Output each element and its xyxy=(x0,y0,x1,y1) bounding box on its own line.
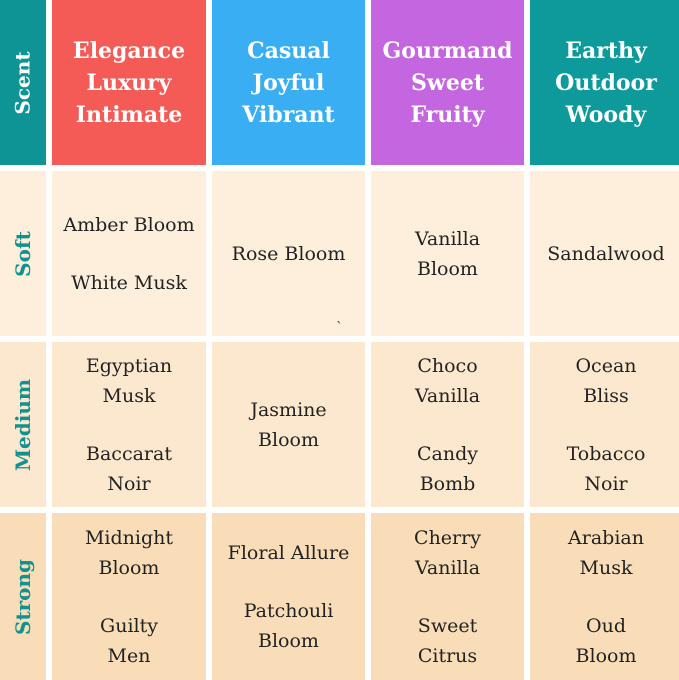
table-cell: Cherry Vanilla Sweet Citrus xyxy=(371,513,524,680)
product-line: Citrus xyxy=(417,644,478,667)
product-name: Arabian Musk xyxy=(568,523,644,583)
product-line: Candy xyxy=(417,442,478,465)
row-label-strong: Strong xyxy=(0,513,46,680)
product-line: Baccarat xyxy=(86,442,172,465)
product-name: Tobacco Noir xyxy=(567,439,646,499)
row-label-text: Strong xyxy=(11,558,35,635)
product-name: Oud Bloom xyxy=(576,611,637,671)
table-cell: Arabian Musk Oud Bloom xyxy=(530,513,679,680)
product-line: Musk xyxy=(579,556,633,579)
table-cell: Choco Vanilla Candy Bomb xyxy=(371,342,524,507)
header-line: Fruity xyxy=(410,101,485,128)
product-name: Vanilla Bloom xyxy=(415,224,480,284)
column-header: Gourmand Sweet Fruity xyxy=(371,0,524,165)
table-cell: Midnight Bloom Guilty Men xyxy=(52,513,206,680)
product-name: Candy Bomb xyxy=(417,439,478,499)
table-cell: Floral Allure Patchouli Bloom xyxy=(212,513,365,680)
product-name: Guilty Men xyxy=(100,611,158,671)
product-name: Jasmine Bloom xyxy=(250,395,326,455)
product-line: Arabian xyxy=(568,526,644,549)
product-line: Vanilla xyxy=(414,227,481,250)
product-line: White Musk xyxy=(71,271,187,294)
product-line: Rose Bloom xyxy=(231,242,346,265)
column-header: Elegance Luxury Intimate xyxy=(52,0,206,165)
product-line: Musk xyxy=(102,384,156,407)
product-line: Egyptian xyxy=(85,354,173,377)
table-cell: Sandalwood xyxy=(530,171,679,336)
product-line: Sandalwood xyxy=(547,242,665,265)
product-name: Sweet Citrus xyxy=(418,611,477,671)
header-line: Woody xyxy=(565,101,647,128)
product-line: Bliss xyxy=(583,384,629,407)
product-name: White Musk xyxy=(71,268,187,298)
table-cell: Jasmine Bloom xyxy=(212,342,365,507)
product-line: Vanilla xyxy=(414,556,481,579)
table-cell: Amber Bloom White Musk xyxy=(52,171,206,336)
row-label-soft: Soft xyxy=(0,171,46,336)
product-line: Bloom xyxy=(575,644,637,667)
product-name: Cherry Vanilla xyxy=(414,523,481,583)
product-name: Ocean Bliss xyxy=(575,351,636,411)
product-line: Noir xyxy=(107,472,151,495)
product-name: Rose Bloom xyxy=(232,239,346,269)
table-cell: Ocean Bliss Tobacco Noir xyxy=(530,342,679,507)
product-line: Bloom xyxy=(98,556,160,579)
product-name: Amber Bloom xyxy=(63,210,194,240)
product-line: Jasmine xyxy=(250,398,327,421)
header-line: Luxury xyxy=(86,69,172,96)
product-line: Bomb xyxy=(419,472,476,495)
header-line: Earthy xyxy=(565,37,647,64)
product-name: Egyptian Musk xyxy=(86,351,172,411)
column-header: Earthy Outdoor Woody xyxy=(530,0,679,165)
header-line: Joyful xyxy=(252,69,325,96)
stray-mark: ` xyxy=(336,320,343,336)
header-line: Gourmand xyxy=(382,37,513,64)
product-name: Baccarat Noir xyxy=(86,439,172,499)
corner-header: Scent xyxy=(0,0,46,165)
product-line: Vanilla xyxy=(414,384,481,407)
row-label-text: Soft xyxy=(11,230,35,277)
product-name: Midnight Bloom xyxy=(85,523,173,583)
row-label-medium: Medium xyxy=(0,342,46,507)
table-cell: Egyptian Musk Baccarat Noir xyxy=(52,342,206,507)
product-name: Patchouli Bloom xyxy=(244,596,334,656)
product-line: Tobacco xyxy=(566,442,646,465)
header-line: Sweet xyxy=(411,69,484,96)
product-line: Floral Allure xyxy=(227,541,350,564)
product-line: Ocean xyxy=(575,354,637,377)
column-header: Casual Joyful Vibrant xyxy=(212,0,365,165)
product-line: Bloom xyxy=(258,629,319,652)
table-cell: Rose Bloom ` xyxy=(212,171,365,336)
product-line: Bloom xyxy=(258,428,319,451)
header-line: Intimate xyxy=(75,101,183,128)
product-line: Cherry xyxy=(414,526,481,549)
row-label-text: Medium xyxy=(11,378,35,471)
header-line: Outdoor xyxy=(555,69,657,96)
product-line: Men xyxy=(107,644,151,667)
table-cell: Vanilla Bloom xyxy=(371,171,524,336)
product-line: Midnight xyxy=(84,526,174,549)
product-name: Choco Vanilla xyxy=(415,351,480,411)
product-line: Guilty xyxy=(100,614,158,637)
header-line: Vibrant xyxy=(242,101,335,128)
product-name: Floral Allure xyxy=(228,538,350,568)
product-line: Sweet xyxy=(417,614,478,637)
product-line: Noir xyxy=(584,472,628,495)
corner-label: Scent xyxy=(11,50,35,115)
product-line: Bloom xyxy=(417,257,478,280)
header-line: Casual xyxy=(247,37,330,64)
product-name: Sandalwood xyxy=(547,239,664,269)
product-line: Amber Bloom xyxy=(63,213,195,236)
product-line: Patchouli xyxy=(243,599,334,622)
product-line: Choco xyxy=(417,354,478,377)
product-line: Oud xyxy=(586,614,626,637)
header-line: Elegance xyxy=(72,37,186,64)
